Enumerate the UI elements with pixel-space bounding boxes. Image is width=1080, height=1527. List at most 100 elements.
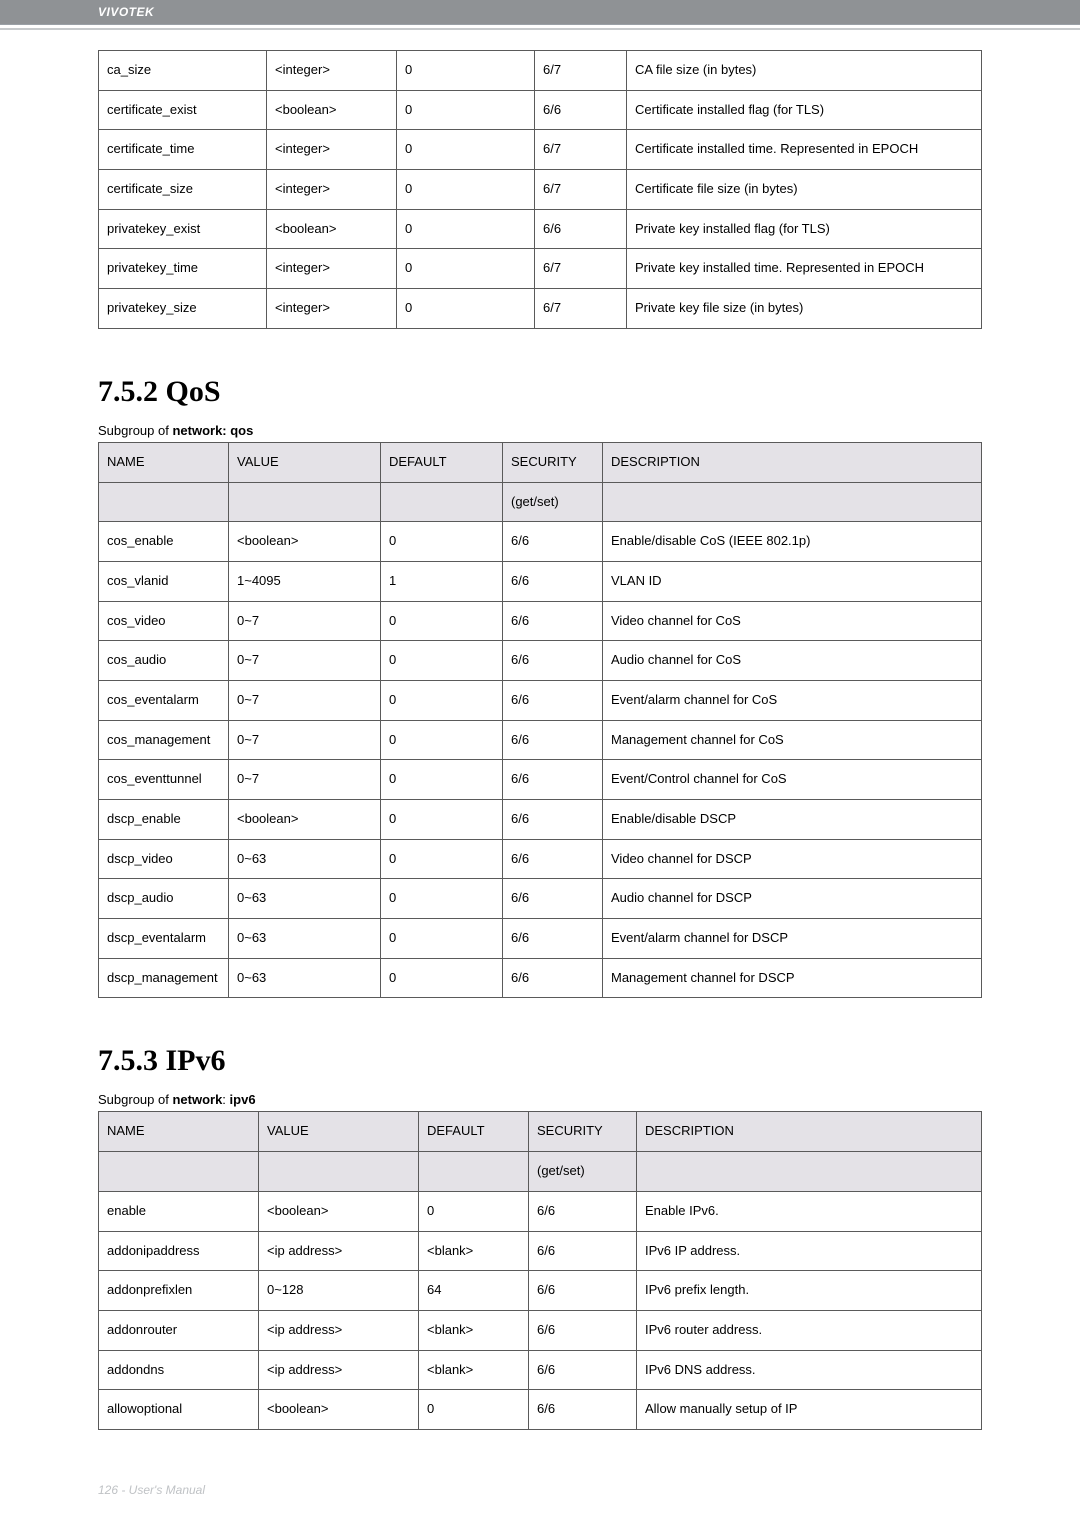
col-security: SECURITY [503,442,603,482]
table-row: privatekey_time<integer>06/7Private key … [99,249,982,289]
subgroup-bold: network: qos [172,423,253,438]
table-cell: <ip address> [259,1350,419,1390]
table-cell: CA file size (in bytes) [627,51,982,91]
table-cell: Certificate installed flag (for TLS) [627,90,982,130]
subgroup-bold: network [172,1092,222,1107]
table-cell: 6/7 [535,130,627,170]
table-cell: Event/alarm channel for DSCP [603,919,982,959]
table-row: addondns<ip address><blank>6/6IPv6 DNS a… [99,1350,982,1390]
table-cell: enable [99,1191,259,1231]
table-cell: 1 [381,561,503,601]
table-cell: 0~7 [229,680,381,720]
table-cell: 6/6 [503,680,603,720]
table-cell: <boolean> [259,1191,419,1231]
table-cell: 6/7 [535,289,627,329]
table-cell: 6/6 [503,800,603,840]
table-cell: allowoptional [99,1390,259,1430]
table-cell: certificate_time [99,130,267,170]
table-cell: privatekey_time [99,249,267,289]
table-cell: 6/6 [503,522,603,562]
table-cell: cos_vlanid [99,561,229,601]
table-cell: Certificate installed time. Represented … [627,130,982,170]
table-row: cos_eventtunnel0~706/6Event/Control chan… [99,760,982,800]
subgroup-prefix: Subgroup of [98,1092,172,1107]
table-cell: 6/6 [503,720,603,760]
subgroup-ipv6: Subgroup of network: ipv6 [98,1092,982,1107]
table-cell: Event/Control channel for CoS [603,760,982,800]
table-cell: 6/7 [535,51,627,91]
table-qos: NAME VALUE DEFAULT SECURITY DESCRIPTION … [98,442,982,999]
table-cell: Audio channel for CoS [603,641,982,681]
table-cell: 6/6 [503,958,603,998]
table-cell: addonipaddress [99,1231,259,1271]
table-cell: certificate_size [99,170,267,210]
table-cell: 6/6 [503,561,603,601]
table-cell: cos_management [99,720,229,760]
table-row: certificate_exist<boolean>06/6Certificat… [99,90,982,130]
table-cell: Private key installed flag (for TLS) [627,209,982,249]
table-cell: <ip address> [259,1231,419,1271]
table-cell: 0 [397,51,535,91]
table-cell: <boolean> [229,800,381,840]
table-cell: 6/7 [535,249,627,289]
col-security: SECURITY [529,1112,637,1152]
table-cell: ca_size [99,51,267,91]
table-cell: 6/6 [503,839,603,879]
table-cell: 0~63 [229,919,381,959]
section-title-ipv6: 7.5.3 IPv6 [98,1044,982,1078]
table-cell: IPv6 DNS address. [637,1350,982,1390]
table-cell: certificate_exist [99,90,267,130]
table-cell: <ip address> [259,1310,419,1350]
table-cell: addonprefixlen [99,1271,259,1311]
table-row: addonipaddress<ip address><blank>6/6IPv6… [99,1231,982,1271]
col-description: DESCRIPTION [637,1112,982,1152]
table-header-row2: (get/set) [99,482,982,522]
table-row: cos_audio0~706/6Audio channel for CoS [99,641,982,681]
table-row: cos_management0~706/6Management channel … [99,720,982,760]
table-cell: 6/6 [503,879,603,919]
table-cell: 0 [381,800,503,840]
table-cell: 6/6 [503,601,603,641]
table-cell: privatekey_size [99,289,267,329]
table-cell: 1~4095 [229,561,381,601]
table-cell: 0 [381,919,503,959]
table-cell: 6/6 [529,1390,637,1430]
table-cell: <boolean> [267,209,397,249]
table-row: addonprefixlen0~128646/6IPv6 prefix leng… [99,1271,982,1311]
table-cell: 0~7 [229,720,381,760]
table-row: addonrouter<ip address><blank>6/6IPv6 ro… [99,1310,982,1350]
table-header-row2: (get/set) [99,1152,982,1192]
table-cell: dscp_audio [99,879,229,919]
table-cell: IPv6 IP address. [637,1231,982,1271]
col-security-sub: (get/set) [503,482,603,522]
table-cell: 6/6 [535,209,627,249]
table-cell: 0 [381,879,503,919]
table-cell: Private key installed time. Represented … [627,249,982,289]
subgroup-qos: Subgroup of network: qos [98,423,982,438]
header-bar: VIVOTEK [0,0,1080,24]
table-cell: 0 [381,839,503,879]
table-cell: 0 [381,601,503,641]
col-description: DESCRIPTION [603,442,982,482]
table-cell: 0~63 [229,958,381,998]
table-cell: dscp_eventalarm [99,919,229,959]
table-cell: <boolean> [259,1390,419,1430]
table-cell: <blank> [419,1231,529,1271]
table-cell: <integer> [267,51,397,91]
table-cell: 6/6 [529,1271,637,1311]
table-row: certificate_time<integer>06/7Certificate… [99,130,982,170]
table-row: enable<boolean>06/6Enable IPv6. [99,1191,982,1231]
table-cell: 6/6 [529,1350,637,1390]
table-cell: 0~7 [229,760,381,800]
table-cell: dscp_management [99,958,229,998]
table-cell: Event/alarm channel for CoS [603,680,982,720]
table-cell: Video channel for CoS [603,601,982,641]
table-row: certificate_size<integer>06/7Certificate… [99,170,982,210]
table-row: allowoptional<boolean>06/6Allow manually… [99,1390,982,1430]
table-cell: 6/6 [529,1191,637,1231]
table-cell: Allow manually setup of IP [637,1390,982,1430]
table-row: privatekey_size<integer>06/7Private key … [99,289,982,329]
table-cell: Private key file size (in bytes) [627,289,982,329]
table-cell: cos_eventtunnel [99,760,229,800]
table-header-row: NAME VALUE DEFAULT SECURITY DESCRIPTION [99,1112,982,1152]
